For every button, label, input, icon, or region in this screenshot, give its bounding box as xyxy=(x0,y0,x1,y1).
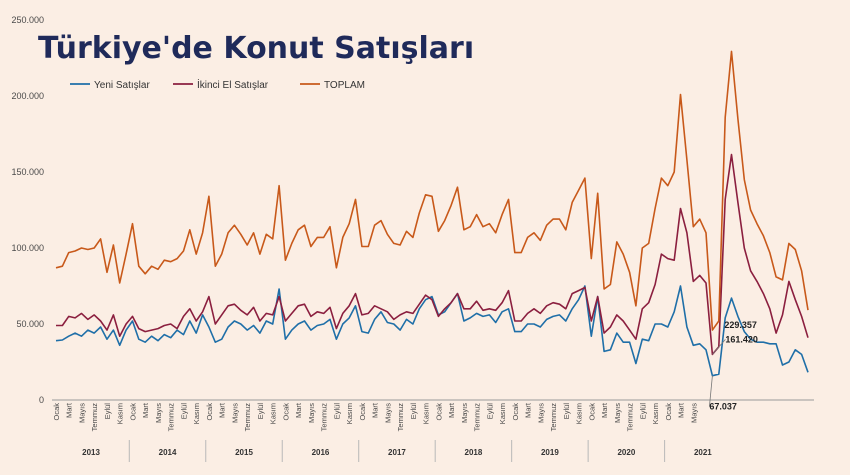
year-label: 2016 xyxy=(312,448,330,457)
x-tick-label: Mart xyxy=(524,402,533,418)
x-tick-label: Mayıs xyxy=(230,403,239,423)
x-tick-label: Ocak xyxy=(52,403,61,421)
x-tick-label: Temmuz xyxy=(626,403,635,432)
year-label: 2013 xyxy=(82,448,100,457)
x-tick-label: Mayıs xyxy=(77,403,86,423)
x-tick-label: Temmuz xyxy=(549,403,558,432)
series-lines xyxy=(55,50,809,377)
data-label: 161.420 xyxy=(725,334,758,344)
x-tick-label: Ocak xyxy=(281,403,290,421)
x-tick-label: Ocak xyxy=(511,403,520,421)
x-tick-label: Mart xyxy=(218,402,227,418)
year-labels: 2013 2014 2015 2016 2017 2018 2019 2020 2021 xyxy=(82,440,712,462)
x-tick-label: Mayıs xyxy=(154,403,163,423)
x-tick-label: Mart xyxy=(141,402,150,418)
year-label: 2014 xyxy=(159,448,177,457)
x-tick-label: Kasım xyxy=(345,403,354,424)
year-label: 2018 xyxy=(465,448,483,457)
y-axis-ticks: 0 50.000 100.000 150.000 200.000 250.000 xyxy=(11,15,44,405)
x-tick-label: Temmuz xyxy=(320,403,329,432)
x-tick-label: Temmuz xyxy=(243,403,252,432)
year-label: 2015 xyxy=(235,448,253,457)
x-tick-label: Kasım xyxy=(498,403,507,424)
data-label: 67.037 xyxy=(709,402,737,412)
series-line xyxy=(55,50,809,331)
x-tick-label: Mart xyxy=(371,402,380,418)
x-tick-label: Temmuz xyxy=(473,403,482,432)
x-tick-label: Ocak xyxy=(664,403,673,421)
data-label: 229.357 xyxy=(724,320,757,330)
x-tick-label: Kasım xyxy=(575,403,584,424)
x-tick-label: Eylül xyxy=(103,403,112,420)
series-line xyxy=(55,285,809,377)
x-tick-label: Mayıs xyxy=(460,403,469,423)
x-tick-label: Mayıs xyxy=(383,403,392,423)
x-tick-label: Ocak xyxy=(358,403,367,421)
x-tick-label: Eylül xyxy=(485,403,494,420)
x-tick-label: Eylül xyxy=(256,403,265,420)
x-tick-label: Mayıs xyxy=(689,403,698,423)
x-tick-label: Mayıs xyxy=(613,403,622,423)
legend: Yeni Satışlar İkinci El Satışlar TOPLAM xyxy=(70,78,365,91)
annotation-leader xyxy=(712,339,726,355)
y-tick-label: 150.000 xyxy=(11,167,44,177)
year-label: 2017 xyxy=(388,448,406,457)
y-tick-label: 50.000 xyxy=(16,319,44,329)
x-tick-label: Mayıs xyxy=(536,403,545,423)
x-tick-label: Mart xyxy=(447,402,456,418)
x-tick-label: Temmuz xyxy=(396,403,405,432)
x-tick-label: Kasım xyxy=(192,403,201,424)
x-tick-label: Temmuz xyxy=(167,403,176,432)
x-tick-label: Temmuz xyxy=(90,403,99,432)
legend-label: İkinci El Satışlar xyxy=(197,78,269,91)
chart-title: Türkiye'de Konut Satışları xyxy=(38,31,474,66)
y-tick-label: 100.000 xyxy=(11,243,44,253)
x-tick-label: Mart xyxy=(65,402,74,418)
x-tick-label: Eylül xyxy=(332,403,341,420)
x-tick-label: Eylül xyxy=(409,403,418,420)
x-tick-label: Eylül xyxy=(179,403,188,420)
legend-label: TOPLAM xyxy=(324,80,365,91)
y-tick-label: 200.000 xyxy=(11,91,44,101)
x-tick-label: Kasım xyxy=(116,403,125,424)
year-label: 2020 xyxy=(617,448,635,457)
x-tick-label: Eylül xyxy=(562,403,571,420)
x-tick-label: Mayıs xyxy=(307,403,316,423)
x-tick-label: Kasım xyxy=(651,403,660,424)
x-tick-label: Mart xyxy=(600,402,609,418)
year-label: 2019 xyxy=(541,448,559,457)
x-axis-ticks: Ocak Mart Mayıs Temmuz Eylül Kasım Ocak Mart May… xyxy=(52,402,698,431)
x-tick-label: Kasım xyxy=(269,403,278,424)
x-tick-label: Ocak xyxy=(205,403,214,421)
x-tick-label: Eylül xyxy=(638,403,647,420)
y-tick-label: 0 xyxy=(39,395,44,405)
x-tick-label: Mart xyxy=(677,402,686,418)
y-tick-label: 250.000 xyxy=(11,15,44,25)
legend-label: Yeni Satışlar xyxy=(94,80,150,91)
x-tick-label: Kasım xyxy=(422,403,431,424)
x-tick-label: Ocak xyxy=(587,403,596,421)
year-label: 2021 xyxy=(694,448,712,457)
series-line xyxy=(56,153,809,356)
x-tick-label: Mart xyxy=(294,402,303,418)
annotation-leader xyxy=(709,375,713,407)
x-tick-label: Ocak xyxy=(434,403,443,421)
x-tick-label: Ocak xyxy=(128,403,137,421)
